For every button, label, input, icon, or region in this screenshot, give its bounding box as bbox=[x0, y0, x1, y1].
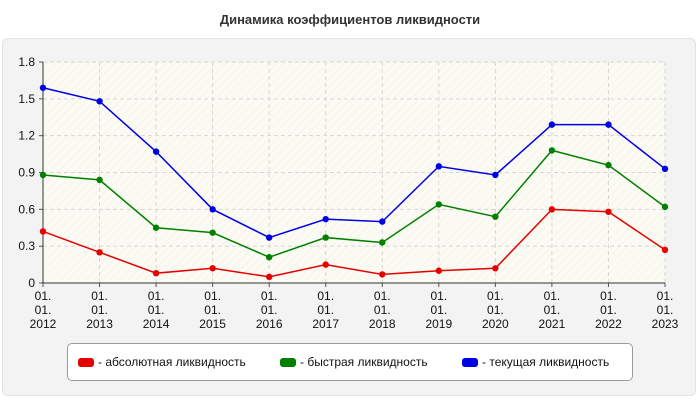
series-1-point bbox=[435, 201, 443, 208]
series-2-point bbox=[209, 206, 216, 213]
y-tick-label: 0.9 bbox=[18, 166, 35, 180]
series-0-point bbox=[661, 246, 669, 254]
series-2-point bbox=[435, 163, 443, 170]
series-2-point bbox=[39, 84, 47, 91]
series-2-point bbox=[379, 218, 386, 225]
x-tick-label: 01. 01. 2021 bbox=[539, 289, 566, 331]
series-1-point bbox=[548, 147, 556, 154]
series-1-point bbox=[209, 229, 216, 236]
series-1-point bbox=[152, 224, 160, 231]
series-1-point bbox=[492, 213, 499, 220]
legend-item-quick-liquidity[interactable]: - быстрая ликвидность bbox=[280, 353, 428, 371]
series-2-point bbox=[265, 234, 273, 241]
legend-swatch-blue bbox=[462, 357, 478, 367]
series-0-point bbox=[379, 271, 386, 278]
x-tick-label: 01. 01. 2015 bbox=[199, 289, 226, 331]
series-2-point bbox=[322, 215, 329, 223]
y-tick-label: 1.2 bbox=[18, 129, 35, 143]
y-tick-label: 0.3 bbox=[18, 239, 35, 253]
series-0-point bbox=[492, 265, 499, 272]
x-tick-label: 01. 01. 2023 bbox=[652, 289, 679, 331]
series-1-point bbox=[265, 254, 273, 261]
series-0-point bbox=[39, 228, 47, 235]
legend-label: - абсолютная ликвидность bbox=[98, 355, 246, 369]
y-tick-label: 0.6 bbox=[18, 202, 35, 216]
series-0-point bbox=[209, 265, 216, 272]
series-2-point bbox=[492, 171, 499, 179]
series-1-point bbox=[605, 161, 612, 169]
x-tick-label: 01. 01. 2018 bbox=[369, 289, 396, 331]
series-0-point bbox=[605, 208, 612, 215]
series-1-point bbox=[379, 239, 386, 246]
series-0-point bbox=[152, 269, 160, 277]
x-tick-label: 01. 01. 2022 bbox=[595, 289, 622, 331]
x-tick-label: 01. 01. 2017 bbox=[312, 289, 339, 331]
series-0-point bbox=[96, 249, 103, 256]
series-0-point bbox=[435, 267, 443, 274]
series-2-point bbox=[548, 121, 556, 128]
x-tick-label: 01. 01. 2013 bbox=[86, 289, 113, 331]
series-2-point bbox=[661, 165, 669, 173]
x-tick-label: 01. 01. 2019 bbox=[425, 289, 452, 331]
series-1-point bbox=[96, 176, 103, 184]
legend: - абсолютная ликвидность - быстрая ликви… bbox=[67, 343, 633, 381]
series-1-point bbox=[661, 203, 669, 211]
y-tick-label: 1.5 bbox=[18, 92, 35, 106]
series-2-point bbox=[96, 98, 103, 105]
x-tick-label: 01. 01. 2012 bbox=[30, 289, 57, 331]
legend-swatch-green bbox=[280, 357, 296, 367]
legend-swatch-red bbox=[78, 357, 94, 367]
legend-label: - текущая ликвидность bbox=[482, 355, 610, 369]
series-line-2 bbox=[42, 87, 666, 239]
series-0-point bbox=[548, 206, 556, 213]
x-tick-label: 01. 01. 2016 bbox=[256, 289, 283, 331]
series-0-point bbox=[265, 273, 273, 281]
legend-item-absolute-liquidity[interactable]: - абсолютная ликвидность bbox=[78, 353, 246, 371]
series-line-1 bbox=[42, 149, 666, 259]
legend-label: - быстрая ликвидность bbox=[300, 355, 428, 369]
series-1-point bbox=[39, 171, 47, 179]
chart-title: Динамика коэффициентов ликвидности bbox=[219, 12, 481, 27]
series-2-point bbox=[605, 121, 612, 128]
y-tick-label: 0 bbox=[28, 276, 35, 290]
legend-item-current-liquidity[interactable]: - текущая ликвидность bbox=[462, 353, 609, 371]
series-1-point bbox=[322, 234, 329, 241]
series-line-0 bbox=[42, 208, 666, 278]
x-tick-label: 01. 01. 2020 bbox=[482, 289, 509, 331]
series-0-point bbox=[322, 261, 329, 268]
y-tick-label: 1.8 bbox=[18, 55, 35, 69]
series-2-point bbox=[152, 148, 160, 155]
x-tick-label: 01. 01. 2014 bbox=[143, 289, 170, 331]
